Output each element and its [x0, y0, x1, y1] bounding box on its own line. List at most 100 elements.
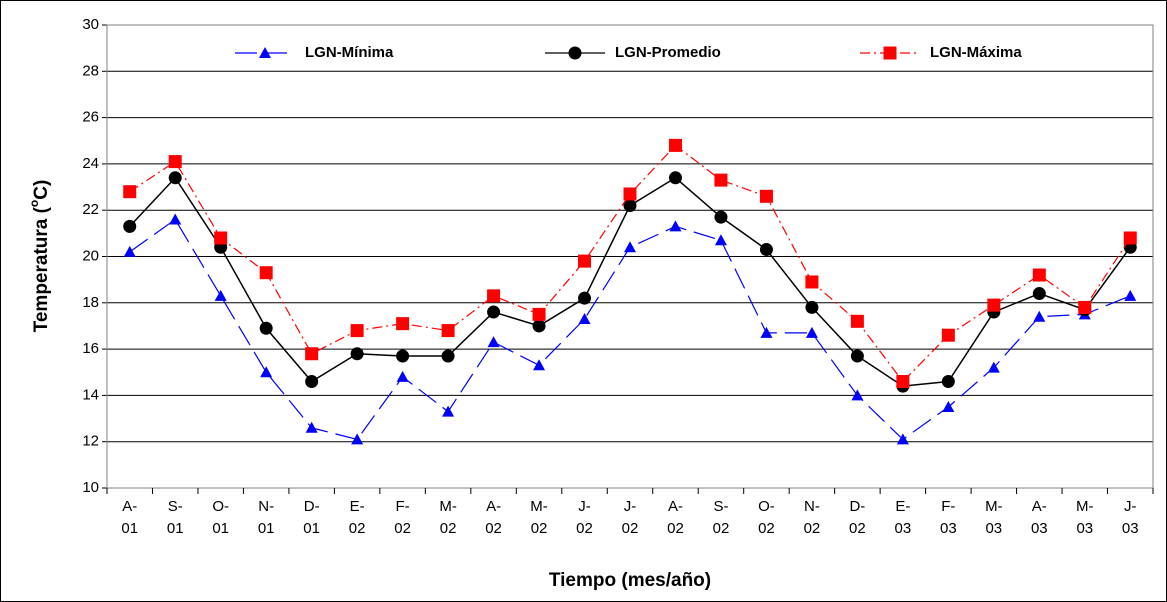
- data-point: [396, 370, 409, 382]
- y-title-part: C): [31, 180, 52, 200]
- y-tick-label: 10: [82, 479, 99, 496]
- y-title-part: o: [27, 200, 41, 207]
- data-point: [214, 289, 227, 301]
- data-point: [396, 317, 410, 331]
- data-point: [578, 291, 592, 305]
- data-point: [442, 405, 455, 417]
- y-tick-label: 12: [82, 433, 99, 450]
- data-point: [850, 314, 864, 328]
- data-point: [441, 349, 455, 363]
- x-tick-label: 02: [849, 520, 866, 537]
- data-point: [1033, 310, 1046, 322]
- data-point: [760, 326, 773, 338]
- x-tick-label: 02: [394, 520, 411, 537]
- x-tick-label: S-: [713, 498, 728, 515]
- data-point: [441, 324, 455, 338]
- x-tick-label: A-: [122, 498, 137, 515]
- x-tick-label: D-: [849, 498, 865, 515]
- data-point: [305, 347, 319, 361]
- x-tick-label: 02: [804, 520, 821, 537]
- x-tick-label: E-: [350, 498, 365, 515]
- data-point: [487, 305, 501, 319]
- legend-label: LGN-Máxima: [930, 44, 1022, 61]
- data-point: [851, 389, 864, 401]
- x-tick-label: 03: [1076, 520, 1093, 537]
- y-tick-label: 14: [82, 386, 99, 403]
- x-tick-label: 01: [303, 520, 320, 537]
- x-tick-label: 03: [1031, 520, 1048, 537]
- data-point: [805, 326, 818, 338]
- data-point: [623, 199, 637, 213]
- data-point: [532, 319, 546, 333]
- x-tick-label: N-: [804, 498, 820, 515]
- x-tick-label: A-: [486, 498, 501, 515]
- x-tick-label: E-: [895, 498, 910, 515]
- legend-marker: [259, 47, 271, 58]
- data-point: [1032, 268, 1046, 282]
- x-tick-label: 02: [713, 520, 730, 537]
- x-tick-label: 01: [167, 520, 184, 537]
- data-point: [168, 171, 182, 185]
- x-tick-label: 01: [212, 520, 229, 537]
- data-point: [805, 275, 819, 289]
- data-point: [169, 213, 182, 225]
- x-tick-label: F-: [396, 498, 410, 515]
- data-point: [941, 328, 955, 342]
- data-point: [1124, 289, 1137, 301]
- data-point: [305, 375, 319, 389]
- x-tick-label: M-: [530, 498, 548, 515]
- y-tick-label: 24: [82, 155, 99, 172]
- data-point: [669, 220, 682, 232]
- data-point: [168, 155, 182, 169]
- x-tick-label: J-: [1124, 498, 1137, 515]
- data-point: [759, 243, 773, 257]
- y-title-part: Temperatura (: [31, 206, 52, 332]
- x-tick-label: M-: [985, 498, 1003, 515]
- y-axis-title: Temperatura (oC): [27, 180, 52, 333]
- x-tick-label: 02: [758, 520, 775, 537]
- data-point: [259, 321, 273, 335]
- data-point: [668, 138, 682, 152]
- data-point: [578, 254, 592, 268]
- data-point: [259, 266, 273, 280]
- data-point: [1123, 231, 1137, 245]
- x-tick-label: 03: [940, 520, 957, 537]
- x-tick-label: M-: [1076, 498, 1094, 515]
- y-tick-label: 28: [82, 62, 99, 79]
- data-point: [350, 347, 364, 361]
- y-tick-label: 18: [82, 294, 99, 311]
- x-tick-label: 02: [349, 520, 366, 537]
- data-point: [260, 366, 273, 378]
- x-tick-label: O-: [758, 498, 775, 515]
- data-point: [123, 245, 136, 257]
- y-tick-label: 30: [82, 16, 99, 33]
- x-tick-label: 01: [258, 520, 275, 537]
- data-point: [942, 400, 955, 412]
- x-tick-label: 03: [985, 520, 1002, 537]
- x-tick-label: J-: [624, 498, 637, 515]
- data-point: [941, 375, 955, 389]
- data-point: [624, 241, 636, 253]
- data-point: [396, 349, 410, 363]
- x-tick-label: A-: [1032, 498, 1047, 515]
- x-tick-label: 03: [1122, 520, 1139, 537]
- data-point: [351, 433, 364, 445]
- x-tick-label: D-: [304, 498, 320, 515]
- x-tick-label: A-: [668, 498, 683, 515]
- data-point: [532, 307, 546, 321]
- data-point: [305, 421, 318, 433]
- x-tick-label: M-: [439, 498, 457, 515]
- data-point: [987, 361, 1000, 373]
- x-tick-label: N-: [258, 498, 274, 515]
- data-point: [487, 336, 500, 348]
- legend-label: LGN-Mínima: [305, 44, 394, 61]
- data-point: [623, 187, 637, 201]
- x-tick-label: 02: [622, 520, 639, 537]
- legend-marker: [568, 46, 582, 60]
- data-point: [896, 375, 910, 389]
- data-point: [714, 234, 727, 246]
- data-point: [850, 349, 864, 363]
- data-point: [1032, 287, 1046, 301]
- x-tick-label: 02: [485, 520, 502, 537]
- data-point: [987, 298, 1001, 312]
